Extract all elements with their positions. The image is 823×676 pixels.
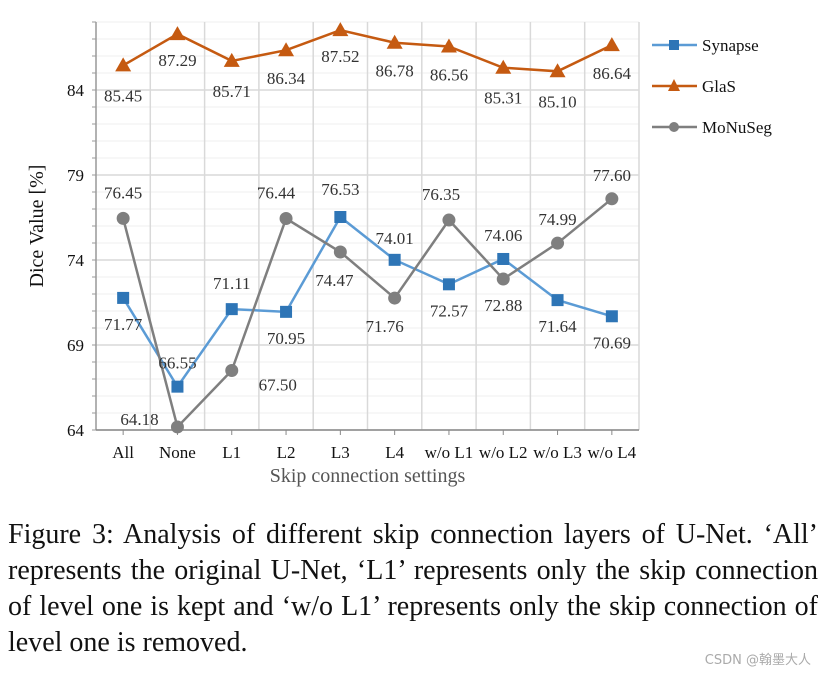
synapse-marker bbox=[442, 278, 455, 291]
data-label: 87.52 bbox=[321, 47, 359, 66]
data-label: 71.77 bbox=[104, 315, 143, 334]
data-label: 74.47 bbox=[315, 271, 354, 290]
y-axis-label: Dice Value [%] bbox=[26, 165, 48, 288]
synapse-marker bbox=[497, 252, 510, 265]
synapse-marker bbox=[117, 291, 130, 304]
glas-marker bbox=[169, 26, 186, 41]
watermark: CSDN @翰墨大人 bbox=[704, 653, 811, 668]
data-label: 76.35 bbox=[422, 185, 460, 204]
x-tick-label: w/o L3 bbox=[533, 443, 582, 462]
legend-circle-marker bbox=[669, 122, 679, 132]
monuseg-marker bbox=[333, 245, 347, 259]
legend-label-glas: GlaS bbox=[702, 77, 736, 96]
legend-triangle-marker bbox=[668, 79, 680, 91]
monuseg-marker bbox=[605, 192, 619, 206]
data-label: 74.06 bbox=[484, 226, 522, 245]
glas-marker bbox=[115, 57, 132, 72]
x-tick-label: w/o L1 bbox=[425, 443, 474, 462]
data-label: 72.57 bbox=[430, 301, 469, 320]
figure-caption: Figure 3: Analysis of different skip con… bbox=[8, 519, 818, 658]
data-label: 72.88 bbox=[484, 296, 522, 315]
glas-marker bbox=[386, 34, 403, 49]
x-tick-label: L2 bbox=[277, 443, 296, 462]
glas-marker bbox=[440, 38, 457, 53]
legend-label-synapse: Synapse bbox=[702, 36, 759, 55]
glas-marker bbox=[332, 22, 349, 37]
monuseg-marker bbox=[442, 213, 456, 227]
monuseg-marker bbox=[170, 420, 184, 434]
data-label: 77.60 bbox=[593, 166, 631, 185]
data-label: 71.11 bbox=[213, 274, 251, 293]
monuseg-marker bbox=[225, 364, 239, 377]
data-label: 67.50 bbox=[259, 376, 297, 395]
x-tick-label: w/o L2 bbox=[479, 443, 528, 462]
y-tick-label: 84 bbox=[67, 81, 85, 100]
y-tick-label: 79 bbox=[67, 166, 84, 185]
glas-marker bbox=[549, 63, 566, 78]
data-label: 64.18 bbox=[120, 410, 158, 429]
legend-label-monuseg: MoNuSeg bbox=[702, 118, 772, 137]
series-line-monuseg bbox=[121, 197, 613, 430]
x-tick-label: L4 bbox=[385, 443, 404, 462]
x-tick-label: L1 bbox=[222, 443, 241, 462]
synapse-marker bbox=[225, 303, 238, 316]
y-tick-label: 74 bbox=[67, 251, 85, 270]
synapse-marker bbox=[605, 310, 618, 323]
monuseg-marker bbox=[279, 212, 293, 226]
data-label: 87.29 bbox=[158, 51, 196, 70]
data-label: 74.01 bbox=[376, 229, 414, 248]
monuseg-marker bbox=[388, 291, 402, 305]
series-line-synapse bbox=[122, 215, 613, 389]
monuseg-marker bbox=[551, 236, 565, 250]
y-tick-label: 64 bbox=[67, 421, 85, 440]
monuseg-marker bbox=[116, 211, 130, 225]
data-label: 66.55 bbox=[158, 354, 196, 373]
data-label: 76.44 bbox=[257, 184, 296, 203]
line-chart: 64 69 74 79 84 All None L1 L2 L3 L4 w/o L1 w/o L2 w/o… bbox=[26, 21, 772, 487]
synapse-marker bbox=[171, 380, 184, 393]
x-tick-label: w/o L4 bbox=[588, 443, 637, 462]
data-label: 86.64 bbox=[593, 64, 632, 83]
data-label: 86.78 bbox=[376, 62, 414, 81]
data-label: 70.69 bbox=[593, 333, 631, 352]
synapse-marker bbox=[280, 305, 293, 318]
synapse-marker bbox=[551, 294, 564, 307]
data-label: 85.31 bbox=[484, 89, 522, 108]
data-label: 85.10 bbox=[538, 92, 576, 111]
legend-square-marker bbox=[669, 40, 679, 50]
x-axis-label: Skip connection settings bbox=[270, 465, 466, 487]
data-label: 71.76 bbox=[366, 317, 404, 336]
data-label: 71.64 bbox=[538, 317, 577, 336]
synapse-marker bbox=[388, 253, 401, 266]
data-label: 76.45 bbox=[104, 183, 142, 202]
data-label: 85.71 bbox=[213, 82, 251, 101]
data-label: 76.53 bbox=[321, 180, 359, 199]
glas-marker bbox=[223, 52, 240, 67]
data-label: 74.99 bbox=[538, 210, 576, 229]
data-label: 86.34 bbox=[267, 69, 306, 88]
x-tick-label: None bbox=[159, 443, 196, 462]
monuseg-marker bbox=[496, 272, 510, 286]
series-line-glas bbox=[122, 28, 613, 73]
data-label: 85.45 bbox=[104, 86, 142, 105]
glas-marker bbox=[495, 59, 512, 74]
x-tick-label: All bbox=[112, 443, 134, 462]
y-tick-label: 69 bbox=[67, 336, 84, 355]
glas-marker bbox=[603, 37, 620, 52]
x-tick-label: L3 bbox=[331, 443, 350, 462]
synapse-marker bbox=[334, 210, 347, 223]
glas-marker bbox=[278, 42, 295, 57]
data-label: 86.56 bbox=[430, 65, 468, 84]
data-label: 70.95 bbox=[267, 329, 305, 348]
